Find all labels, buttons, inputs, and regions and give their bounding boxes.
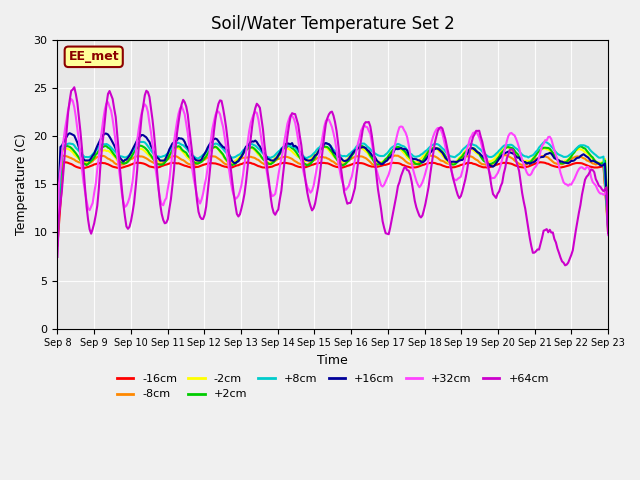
+2cm xyxy=(575,144,583,150)
+32cm xyxy=(296,149,303,155)
+2cm xyxy=(220,152,227,157)
-16cm xyxy=(54,243,61,249)
-2cm xyxy=(218,151,225,156)
-8cm xyxy=(121,160,129,166)
+16cm xyxy=(237,154,245,159)
-16cm xyxy=(236,162,244,168)
-16cm xyxy=(604,224,612,229)
-16cm xyxy=(121,164,129,169)
+64cm xyxy=(604,230,612,236)
+8cm xyxy=(247,141,255,147)
+8cm xyxy=(54,224,61,229)
+16cm xyxy=(247,139,255,145)
-8cm xyxy=(575,154,583,159)
-16cm xyxy=(245,160,253,166)
+8cm xyxy=(296,149,303,155)
Line: -16cm: -16cm xyxy=(58,162,608,246)
+2cm xyxy=(296,155,303,160)
+32cm xyxy=(67,96,75,102)
+16cm xyxy=(220,144,227,150)
Line: -2cm: -2cm xyxy=(58,147,608,241)
-16cm xyxy=(537,159,545,165)
+2cm xyxy=(121,160,129,166)
+64cm xyxy=(561,263,569,268)
+32cm xyxy=(604,232,612,238)
Title: Soil/Water Temperature Set 2: Soil/Water Temperature Set 2 xyxy=(211,15,454,33)
-2cm xyxy=(319,144,326,150)
+32cm xyxy=(247,120,255,126)
+64cm xyxy=(220,105,227,111)
+2cm xyxy=(604,213,612,218)
+8cm xyxy=(121,155,129,160)
+2cm xyxy=(136,143,144,148)
+32cm xyxy=(54,235,61,240)
+64cm xyxy=(577,202,584,208)
-16cm xyxy=(575,160,583,166)
+2cm xyxy=(237,153,245,159)
+16cm xyxy=(54,217,61,223)
+32cm xyxy=(237,182,245,188)
+16cm xyxy=(604,226,612,231)
+64cm xyxy=(123,224,131,229)
+64cm xyxy=(70,84,78,90)
+2cm xyxy=(54,239,61,244)
+16cm xyxy=(296,149,303,155)
-8cm xyxy=(294,160,302,166)
+8cm xyxy=(220,146,227,152)
+16cm xyxy=(575,155,583,161)
+8cm xyxy=(604,227,612,233)
Line: +16cm: +16cm xyxy=(58,133,608,228)
+32cm xyxy=(575,166,583,172)
+8cm xyxy=(237,150,245,156)
-2cm xyxy=(121,158,129,164)
-8cm xyxy=(218,158,225,164)
-2cm xyxy=(604,212,612,217)
X-axis label: Time: Time xyxy=(317,354,348,367)
Line: +8cm: +8cm xyxy=(58,142,608,230)
-16cm xyxy=(218,163,225,168)
Line: +64cm: +64cm xyxy=(58,87,608,265)
-2cm xyxy=(245,145,253,151)
-2cm xyxy=(575,146,583,152)
-16cm xyxy=(294,164,302,169)
-8cm xyxy=(604,230,612,236)
+32cm xyxy=(123,203,131,208)
Line: -8cm: -8cm xyxy=(58,155,608,233)
+8cm xyxy=(575,143,583,149)
-8cm xyxy=(236,156,244,162)
+32cm xyxy=(220,124,227,130)
+8cm xyxy=(136,139,144,144)
+16cm xyxy=(66,131,74,136)
+64cm xyxy=(54,254,61,260)
Text: EE_met: EE_met xyxy=(68,50,119,63)
-2cm xyxy=(54,239,61,244)
-2cm xyxy=(236,154,244,159)
+16cm xyxy=(123,157,131,163)
Y-axis label: Temperature (C): Temperature (C) xyxy=(15,133,28,235)
Legend: -16cm, -8cm, -2cm, +2cm, +8cm, +16cm, +32cm, +64cm: -16cm, -8cm, -2cm, +2cm, +8cm, +16cm, +3… xyxy=(112,370,554,404)
+64cm xyxy=(237,205,245,211)
+64cm xyxy=(247,136,255,142)
-2cm xyxy=(294,154,302,160)
+2cm xyxy=(247,145,255,151)
Line: +32cm: +32cm xyxy=(58,99,608,238)
Line: +2cm: +2cm xyxy=(58,145,608,241)
-8cm xyxy=(502,152,509,158)
-8cm xyxy=(245,154,253,160)
+64cm xyxy=(296,133,303,139)
-8cm xyxy=(54,228,61,233)
